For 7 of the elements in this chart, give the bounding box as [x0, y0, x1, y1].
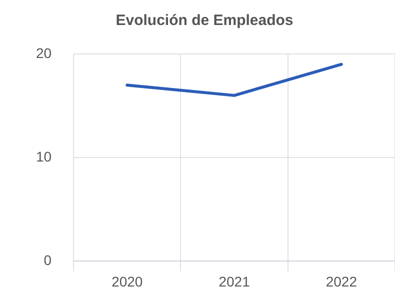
y-tick-label: 0 — [44, 252, 52, 268]
chart-title: Evolución de Empleados — [116, 12, 294, 30]
y-tick-label: 10 — [36, 148, 52, 164]
x-tick-label: 2021 — [218, 273, 250, 290]
x-tick-label: 2022 — [326, 273, 358, 290]
y-tick-label: 20 — [36, 44, 52, 61]
x-tick-label: 2020 — [112, 273, 143, 290]
